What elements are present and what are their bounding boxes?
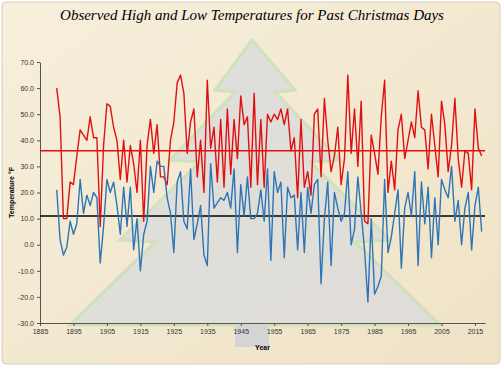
x-tick-mark: [308, 323, 309, 326]
y-tick-label: 10.0: [20, 215, 34, 222]
y-axis-line: [40, 63, 41, 324]
y-tick-label: 60.0: [20, 85, 34, 92]
y-tick-mark: [37, 140, 40, 141]
x-tick-label: 2005: [434, 328, 450, 335]
chart-container: Observed High and Low Temperatures for P…: [0, 0, 504, 368]
y-tick-label: -20.0: [18, 294, 34, 301]
y-tick-label: 0.0: [24, 241, 34, 248]
y-tick: 60.0: [20, 85, 40, 92]
y-tick: 50.0: [20, 111, 40, 118]
y-tick-label: 20.0: [20, 189, 34, 196]
x-tick-mark: [73, 323, 74, 326]
x-tick-mark: [375, 323, 376, 326]
x-tick-mark: [241, 323, 242, 326]
x-tick: 1905: [100, 323, 116, 335]
x-tick-label: 1895: [66, 328, 82, 335]
y-tick: -10.0: [18, 268, 40, 275]
x-tick-label: 1925: [167, 328, 183, 335]
marks: [40, 75, 485, 302]
x-tick-mark: [174, 323, 175, 326]
y-axis-title: Temperature °F: [8, 166, 16, 218]
x-tick: 1915: [133, 323, 149, 335]
y-tick: -20.0: [18, 294, 40, 301]
background: [2, 2, 500, 364]
x-tick-label: 1985: [367, 328, 383, 335]
y-tick-label: 30.0: [20, 163, 34, 170]
y-tick: 70.0: [20, 59, 40, 66]
x-tick: 1925: [167, 323, 183, 335]
y-tick: 30.0: [20, 163, 40, 170]
y-axis: -30.0 -20.0 -10.0 0.0 10.0 20.0 30.0 40.0 50.0 60…: [18, 59, 40, 327]
y-tick-label: -10.0: [18, 268, 34, 275]
x-tick-mark: [207, 323, 208, 326]
y-tick-mark: [37, 297, 40, 298]
chart-svg: Observed High and Low Temperatures for P…: [0, 0, 504, 368]
y-tick: 40.0: [20, 137, 40, 144]
x-tick: 1935: [200, 323, 216, 335]
x-tick-label: 2015: [468, 328, 484, 335]
y-tick-mark: [37, 323, 40, 324]
y-tick-label: 50.0: [20, 111, 34, 118]
x-tick: 1975: [334, 323, 350, 335]
x-tick-label: 1995: [401, 328, 417, 335]
x-tick-label: 1965: [300, 328, 316, 335]
x-tick-mark: [274, 323, 275, 326]
x-tick-label: 1915: [133, 328, 149, 335]
mean-line: [40, 215, 485, 217]
y-tick: -30.0: [18, 320, 40, 327]
x-tick-label: 1975: [334, 328, 350, 335]
low-line: [57, 161, 482, 302]
y-tick-label: 70.0: [20, 59, 34, 66]
x-axis: 1885 1895 1905 1915 1925 1935 1945 1955 1965 1975…: [33, 323, 486, 335]
y-tick: 0.0: [24, 241, 40, 248]
x-tick-label: 1955: [267, 328, 283, 335]
y-tick-label: -30.0: [18, 320, 34, 327]
x-tick: 1895: [66, 323, 82, 335]
x-tick: 1885: [33, 323, 49, 335]
x-tick-mark: [408, 323, 409, 326]
x-tick-label: 1905: [100, 328, 116, 335]
y-tick: 10.0: [20, 215, 40, 222]
y-tick-mark: [37, 219, 40, 220]
x-tick-mark: [40, 323, 41, 326]
x-tick-mark: [140, 323, 141, 326]
x-tick: 1945: [233, 323, 249, 335]
plot-area: -30.0 -20.0 -10.0 0.0 10.0 20.0 30.0 40.0 50.0 60…: [18, 59, 485, 335]
y-tick-mark: [37, 62, 40, 63]
x-tick: 1965: [300, 323, 316, 335]
y-tick-mark: [37, 193, 40, 194]
x-tick: 2005: [434, 323, 450, 335]
x-tick-mark: [341, 323, 342, 326]
x-tick: 1985: [367, 323, 383, 335]
x-axis-title: Year: [255, 344, 270, 351]
x-tick-mark: [442, 323, 443, 326]
x-tick-mark: [107, 323, 108, 326]
y-tick: 20.0: [20, 189, 40, 196]
x-tick-label: 1945: [233, 328, 249, 335]
y-tick-mark: [37, 166, 40, 167]
x-tick-label: 1935: [200, 328, 216, 335]
x-tick: 1955: [267, 323, 283, 335]
y-tick-mark: [37, 271, 40, 272]
y-tick-mark: [37, 245, 40, 246]
y-tick-mark: [37, 114, 40, 115]
x-tick: 1995: [401, 323, 417, 335]
chart-title: Observed High and Low Temperatures for P…: [60, 7, 444, 23]
y-tick-mark: [37, 88, 40, 89]
x-tick-mark: [475, 323, 476, 326]
x-tick-label: 1885: [33, 328, 49, 335]
x-tick: 2015: [468, 323, 484, 335]
y-tick-label: 40.0: [20, 137, 34, 144]
